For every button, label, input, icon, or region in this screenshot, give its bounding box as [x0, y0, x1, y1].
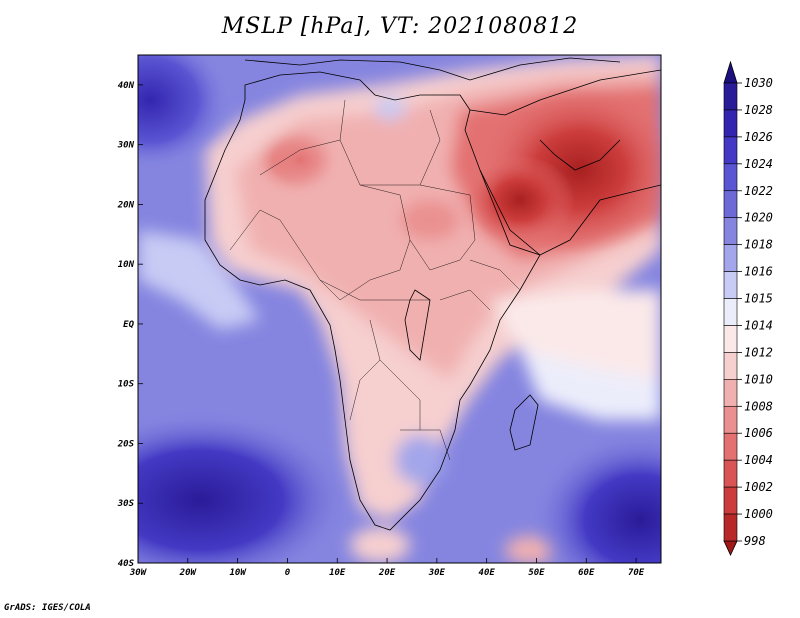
- lat-tick-label: 30S: [117, 499, 135, 509]
- lon-tick-label: 10W: [229, 568, 247, 578]
- colorbar-swatch: [723, 459, 738, 488]
- colorbar-swatch: [723, 109, 738, 138]
- lon-tick-label: 10E: [329, 568, 346, 578]
- colorbar-label: 1028: [744, 103, 773, 117]
- country-borders: [229, 99, 521, 461]
- colorbar-swatch: [723, 379, 738, 407]
- colorbar: 1030 1028 1026 1024 1022 1020 1018 1016 1015 1014…: [723, 60, 773, 556]
- lon-tick-label: 60E: [578, 568, 595, 578]
- lon-tick-label: 50E: [528, 568, 545, 578]
- colorbar-swatch: [723, 271, 738, 299]
- lat-tick-label: 40N: [118, 81, 135, 91]
- colorbar-label: 1015: [744, 292, 773, 306]
- colorbar-swatch: [723, 298, 738, 326]
- lon-tick-label: 20E: [378, 568, 396, 578]
- colorbar-swatch: [723, 486, 738, 515]
- colorbar-swatch: [723, 82, 738, 111]
- pressure-field: [138, 55, 661, 563]
- grads-credit: GrADS: IGES/COLA: [4, 603, 91, 613]
- colorbar-swatch: [723, 136, 738, 165]
- lat-tick-label: 20N: [117, 200, 135, 210]
- colorbar-label: 1002: [744, 480, 773, 494]
- colorbar-swatch: [723, 405, 738, 434]
- lat-tick-label: 10S: [118, 380, 135, 390]
- colorbar-swatch: [723, 432, 738, 461]
- colorbar-label: 1030: [744, 76, 773, 90]
- colorbar-label: 1018: [744, 238, 773, 252]
- colorbar-label: 1012: [744, 345, 773, 359]
- colorbar-swatch: [723, 352, 738, 380]
- colorbar-swatch: [723, 217, 738, 245]
- colorbar-label: 1006: [744, 426, 773, 440]
- colorbar-max-arrow: [723, 60, 738, 84]
- map-title: MSLP [hPa], VT: 2021080812: [221, 14, 579, 39]
- colorbar-swatch: [723, 513, 738, 542]
- colorbar-label: 1004: [744, 453, 773, 467]
- colorbar-swatch: [723, 325, 738, 353]
- colorbar-swatch: [723, 163, 738, 192]
- colorbar-label: 998: [744, 534, 766, 548]
- lat-tick-label: EQ: [123, 320, 134, 330]
- lat-tick-label: 20S: [117, 439, 135, 449]
- colorbar-min-arrow: [723, 540, 738, 556]
- plot-frame: [137, 54, 662, 564]
- lon-tick-label: 30E: [428, 568, 446, 578]
- lon-tick-label: 0: [285, 568, 291, 578]
- lat-tick-label: 30N: [117, 141, 135, 151]
- lat-tick-label: 10N: [118, 260, 135, 270]
- colorbar-label: 1022: [744, 184, 773, 198]
- coastlines: [204, 57, 661, 531]
- colorbar-label: 1024: [744, 157, 773, 171]
- lon-tick-label: 20W: [179, 568, 198, 578]
- colorbar-label: 1000: [744, 507, 773, 521]
- axis-ticks: 30W 20W 10W 0 10E 20E 30E 40E 50E 60E 70E 40N 30N 20N…: [117, 81, 645, 578]
- colorbar-label: 1016: [744, 265, 773, 279]
- lon-tick-label: 30W: [129, 568, 148, 578]
- colorbar-label: 1010: [744, 372, 773, 386]
- colorbar-swatch: [723, 244, 738, 272]
- lon-tick-label: 70E: [628, 568, 645, 578]
- colorbar-swatch: [723, 190, 738, 219]
- colorbar-label: 1014: [744, 318, 773, 332]
- colorbar-label: 1020: [744, 211, 773, 225]
- colorbar-label: 1008: [744, 399, 773, 413]
- lat-tick-label: 40S: [118, 559, 135, 569]
- lon-tick-label: 40E: [479, 568, 496, 578]
- colorbar-label: 1026: [744, 130, 773, 144]
